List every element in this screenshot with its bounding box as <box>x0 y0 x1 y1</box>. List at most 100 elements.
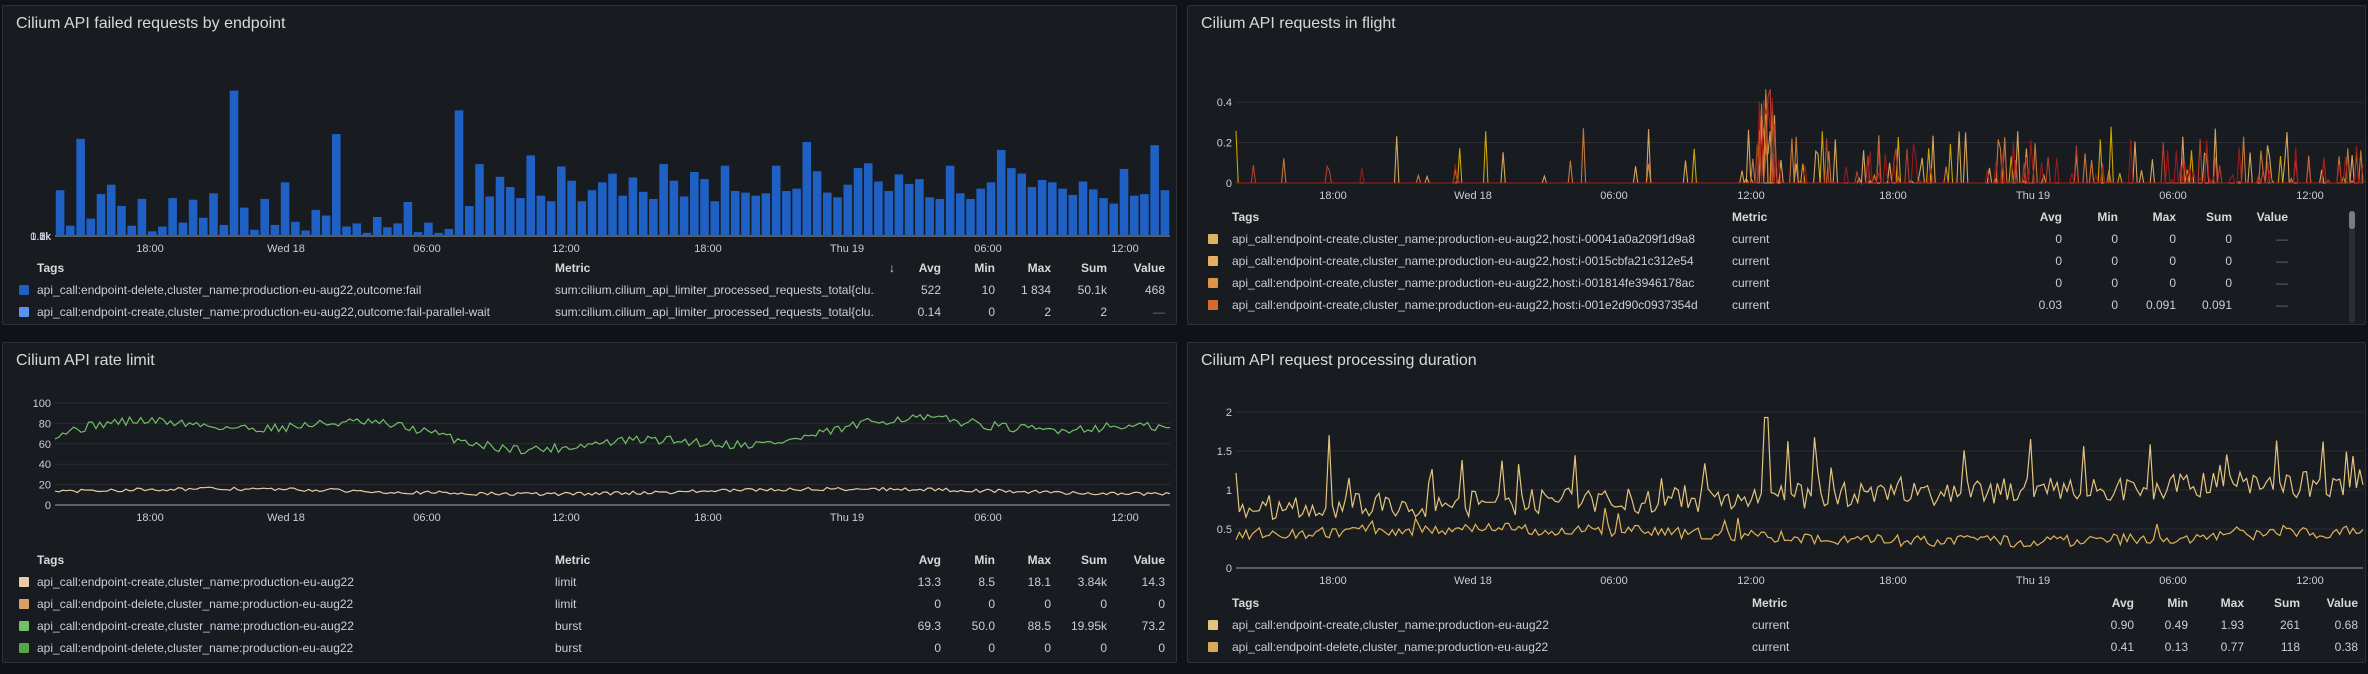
bar <box>638 191 648 236</box>
legend-header-max[interactable]: Max <box>1027 261 1051 275</box>
bar <box>147 231 157 236</box>
legend-tags: api_call:endpoint-create,cluster_name:pr… <box>1232 276 1695 290</box>
bar <box>86 218 96 236</box>
chart-requests-in-flight: 0 0.2 0.4 18:00 Wed 18 06:00 12:00 18:00 Thu 19 0… <box>1217 88 2364 202</box>
legend-header-tags[interactable]: Tags <box>37 553 65 567</box>
legend-row[interactable]: api_call:endpoint-create,cluster_name:pr… <box>1202 295 2351 315</box>
bar <box>1037 179 1047 236</box>
bar <box>1089 189 1098 236</box>
panel-title[interactable]: Cilium API failed requests by endpoint <box>16 15 286 32</box>
legend-header-max[interactable]: Max <box>1027 553 1051 567</box>
legend-row[interactable]: api_call:endpoint-delete,cluster_name:pr… <box>1202 637 2359 657</box>
legend-header-avg[interactable]: Avg <box>2039 210 2062 224</box>
legend-row[interactable]: api_call:endpoint-delete,cluster_name:pr… <box>13 594 1170 614</box>
legend-header-sum[interactable]: Sum <box>2273 596 2300 610</box>
legend-row[interactable]: api_call:endpoint-create,cluster_name:pr… <box>13 572 1170 592</box>
legend-swatch <box>1208 642 1218 652</box>
legend-scrollbar-thumb[interactable] <box>2349 211 2355 229</box>
series-line <box>1235 507 2364 548</box>
legend-metric: burst <box>555 619 582 633</box>
x-tick-label: 12:00 <box>1111 512 1139 524</box>
legend-metric: current <box>1732 276 1770 290</box>
legend-header-max[interactable]: Max <box>2152 210 2176 224</box>
legend-max: 0 <box>1044 597 1051 611</box>
legend-header: Tags Metric Avg Min Max Sum Value <box>1202 593 2359 613</box>
legend-row[interactable]: api_call:endpoint-delete,cluster_name:pr… <box>13 638 1170 658</box>
legend-max: 0 <box>2169 232 2176 246</box>
legend-header-sort[interactable]: ↓ <box>889 261 895 275</box>
bar <box>342 226 351 236</box>
bar <box>260 198 269 236</box>
legend-row[interactable]: api_call:endpoint-create,cluster_name:pr… <box>13 616 1170 636</box>
panel-title[interactable]: Cilium API requests in flight <box>1201 15 1396 32</box>
legend-row[interactable]: api_call:endpoint-create,cluster_name:pr… <box>1202 273 2351 293</box>
legend-scrollbar[interactable] <box>2349 211 2355 323</box>
panel-processing-duration: Cilium API request processing duration 0… <box>1187 342 2366 663</box>
legend-header-min[interactable]: Min <box>2167 596 2188 610</box>
y-tick-label: 0.5k <box>30 231 51 243</box>
legend-header-tags[interactable]: Tags <box>1232 210 1260 224</box>
legend-min: 0 <box>2111 232 2118 246</box>
legend-header-value[interactable]: Value <box>2256 210 2288 224</box>
bar <box>587 190 597 236</box>
bar <box>546 201 556 236</box>
legend-header-metric[interactable]: Metric <box>555 553 591 567</box>
legend-header-sum[interactable]: Sum <box>1080 261 1107 275</box>
bar <box>301 230 310 236</box>
x-tick-label: 18:00 <box>1319 190 1347 202</box>
x-tick-label: Thu 19 <box>830 243 864 255</box>
x-tick-label: 12:00 <box>1111 243 1139 255</box>
legend-swatch <box>1208 234 1218 244</box>
legend-swatch <box>1208 278 1218 288</box>
legend-row[interactable]: api_call:endpoint-create,cluster_name:pr… <box>1202 615 2359 635</box>
legend-header-value[interactable]: Value <box>2326 596 2358 610</box>
legend-row[interactable]: api_call:endpoint-create,cluster_name:pr… <box>1202 229 2351 249</box>
legend-metric: sum:cilium.cilium_api_limiter_processed_… <box>555 305 875 319</box>
x-tick-label: 18:00 <box>136 243 164 255</box>
legend-metric: current <box>1752 640 1790 654</box>
legend-value: 14.3 <box>1141 575 1165 589</box>
legend-row[interactable]: api_call:endpoint-delete,cluster_name:pr… <box>13 280 1170 300</box>
legend-header-avg[interactable]: Avg <box>918 553 941 567</box>
legend-row[interactable]: api_call:endpoint-create,cluster_name:pr… <box>13 302 1170 322</box>
y-tick-label: 40 <box>39 459 51 471</box>
panel-title[interactable]: Cilium API rate limit <box>16 352 155 369</box>
y-tick-label: 0 <box>1226 563 1232 575</box>
legend-header-min[interactable]: Min <box>974 261 995 275</box>
x-tick-label: 06:00 <box>2159 190 2187 202</box>
panel-requests-in-flight: Cilium API requests in flight 0 0.2 0.4 18:… <box>1187 5 2366 325</box>
legend-header-value[interactable]: Value <box>1133 553 1165 567</box>
bar <box>833 197 842 236</box>
legend-row[interactable]: api_call:endpoint-create,cluster_name:pr… <box>1202 251 2351 271</box>
legend-header-sum[interactable]: Sum <box>2205 210 2232 224</box>
legend-header-avg[interactable]: Avg <box>918 261 941 275</box>
legend-metric: sum:cilium.cilium_api_limiter_processed_… <box>555 283 875 297</box>
legend-header-max[interactable]: Max <box>2220 596 2244 610</box>
bar <box>608 173 617 236</box>
bar <box>199 217 208 236</box>
bar <box>567 180 576 236</box>
bar <box>495 176 505 237</box>
legend-header-metric[interactable]: Metric <box>555 261 591 275</box>
legend-header-value[interactable]: Value <box>1133 261 1165 275</box>
legend-metric: limit <box>555 575 577 589</box>
legend-header-metric[interactable]: Metric <box>1732 210 1768 224</box>
bar <box>1160 190 1170 236</box>
bar <box>536 195 546 236</box>
legend-header-metric[interactable]: Metric <box>1752 596 1788 610</box>
legend-max: 0 <box>2169 276 2176 290</box>
legend-tags: api_call:endpoint-create,cluster_name:pr… <box>37 575 354 589</box>
legend-header-avg[interactable]: Avg <box>2111 596 2134 610</box>
legend-min: 0 <box>988 305 995 319</box>
legend-header-sum[interactable]: Sum <box>1080 553 1107 567</box>
bar <box>904 183 914 236</box>
legend-header-min[interactable]: Min <box>2097 210 2118 224</box>
chart-processing-duration: 0 0.5 1 1.5 2 18:00 Wed 18 06:00 12:00 18:00 Thu 1… <box>1217 407 2364 587</box>
legend-header-tags[interactable]: Tags <box>1232 596 1260 610</box>
panel-title[interactable]: Cilium API request processing duration <box>1201 352 1477 369</box>
legend-header-min[interactable]: Min <box>974 553 995 567</box>
bar <box>843 184 853 237</box>
legend-header-tags[interactable]: Tags <box>37 261 65 275</box>
bar <box>894 174 904 236</box>
bar <box>127 225 136 236</box>
